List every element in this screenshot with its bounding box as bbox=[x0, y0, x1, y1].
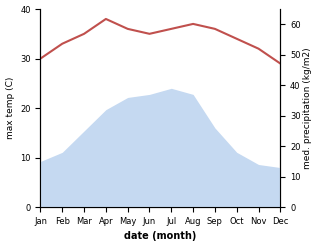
Y-axis label: max temp (C): max temp (C) bbox=[5, 77, 15, 139]
Y-axis label: med. precipitation (kg/m2): med. precipitation (kg/m2) bbox=[303, 47, 313, 169]
X-axis label: date (month): date (month) bbox=[124, 231, 197, 242]
